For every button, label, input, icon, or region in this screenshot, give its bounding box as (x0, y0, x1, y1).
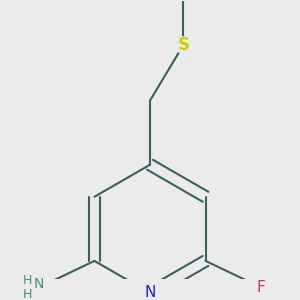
Text: H: H (22, 274, 32, 286)
Circle shape (254, 280, 268, 295)
Bar (14, 273, 46, 300)
Text: N: N (144, 286, 156, 300)
Text: N: N (34, 277, 44, 291)
Circle shape (142, 286, 158, 300)
Text: H: H (22, 288, 32, 300)
Text: F: F (257, 280, 266, 295)
Text: S: S (177, 36, 189, 54)
Circle shape (175, 37, 191, 53)
